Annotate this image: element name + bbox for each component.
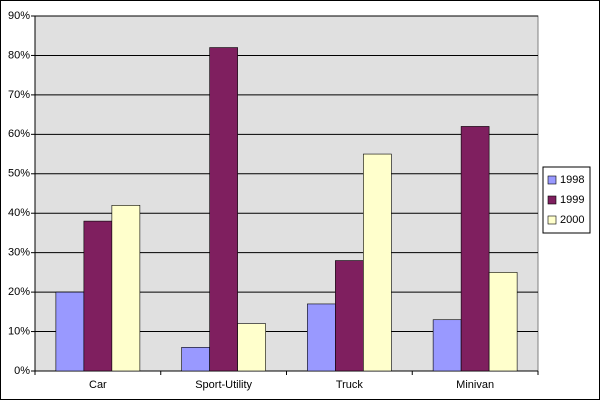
y-tick-label: 0% [14,365,30,377]
x-tick-label: Minivan [456,379,494,391]
x-tick-label: Car [89,379,107,391]
legend-swatch [547,215,557,225]
bar [237,323,266,372]
x-tick-label: Sport-Utility [195,379,252,391]
bar [335,260,364,372]
y-tick-label: 80% [8,49,30,61]
y-tick-label: 70% [8,89,30,101]
y-tick-label: 60% [8,128,30,140]
x-tick-label: Truck [336,379,364,391]
bar [460,126,490,372]
y-tick-label: 90% [8,10,30,22]
bar [181,347,210,372]
bar [83,220,113,372]
y-tick-label: 50% [8,168,30,180]
legend-label: 2000 [560,214,584,226]
legend-label: 1999 [560,194,584,206]
bar [307,303,336,372]
legend-swatch [547,175,557,185]
bar [209,47,238,372]
bar [55,291,85,372]
y-tick-label: 10% [8,325,30,337]
y-tick-label: 30% [8,247,30,259]
y-tick-label: 40% [8,207,30,219]
y-tick-label: 20% [8,286,30,298]
bar [488,272,518,372]
legend-swatch [547,195,557,205]
legend-label: 1998 [560,174,584,186]
bar [363,153,392,372]
bar [432,319,462,372]
bar [111,205,141,372]
